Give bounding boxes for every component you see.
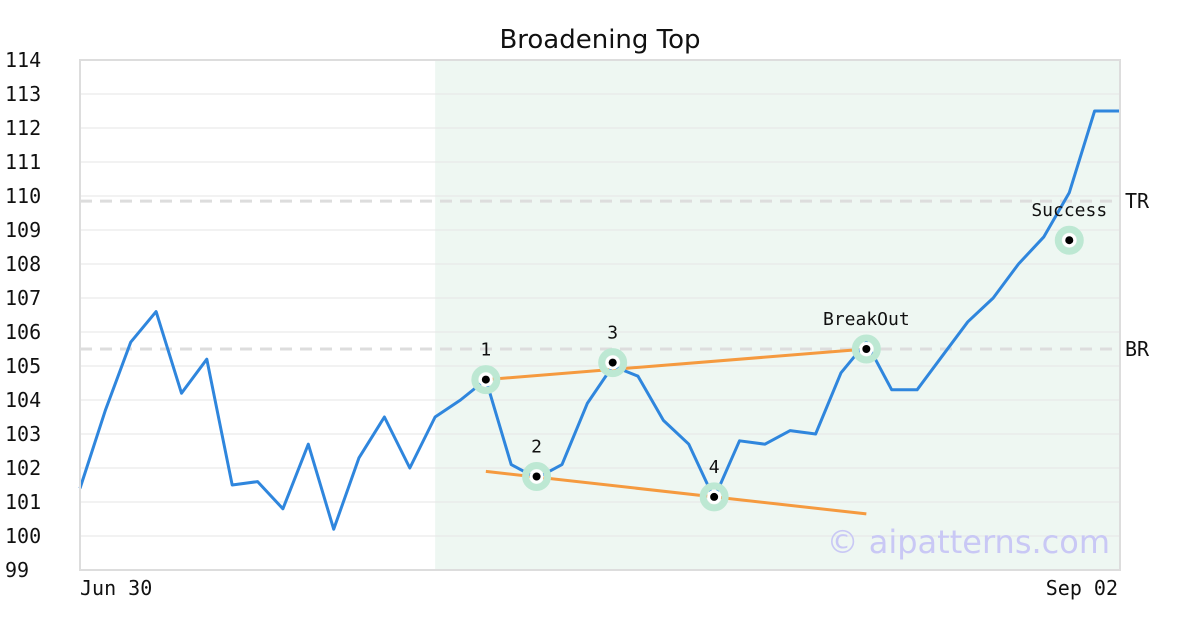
pattern-point-label: 3 [607,323,618,344]
highlight-layer [435,60,1120,570]
y-axis-ticks: 99 100 101 102 103 104 105 106 107 108 109 110 111 11… [5,48,41,582]
y-tick-label: 100 [5,524,41,548]
watermark: © aipatterns.com [827,523,1110,561]
y-tick-label: 103 [5,422,41,446]
pattern-point-label: 1 [480,340,491,361]
y-tick-label: 102 [5,456,41,480]
pattern-point-ring [522,462,552,491]
pattern-point-ring [851,334,881,364]
plot-frame [79,59,1121,571]
reference-label-tr: TR [1125,189,1150,213]
pattern-points: 1 2 3 4 BreakOut Success [471,200,1107,512]
pattern-point-ring [1054,225,1084,255]
pattern-point-label: 4 [709,457,720,478]
reference-label-br: BR [1125,337,1150,361]
pattern-point-marker [1065,236,1074,245]
pattern-point-label: Success [1031,200,1107,221]
y-tick-label: 105 [5,354,41,378]
y-tick-label: 101 [5,490,41,514]
pattern-point-label: 2 [531,437,542,458]
y-tick-label: 104 [5,388,41,412]
pattern-point-marker [481,375,490,384]
price-series-line [78,109,1120,531]
pattern-point-ring [598,348,628,378]
x-tick-label-end: Sep 02 [1046,576,1118,600]
y-tick-label: 99 [5,558,29,582]
trend-line-upper [485,347,867,382]
pattern-point-ring [471,365,501,395]
y-tick-label: 106 [5,320,41,344]
y-tick-label: 113 [5,82,41,106]
y-tick-label: 107 [5,286,41,310]
pattern-point-ring [699,482,729,512]
gridlines [80,59,1120,571]
pattern-point-marker [710,492,719,501]
chart-title: Broadening Top [499,25,700,55]
y-tick-label: 114 [5,48,41,72]
pattern-point-marker [608,358,617,367]
pattern-point-label: BreakOut [823,309,910,330]
y-tick-label: 112 [5,116,41,140]
y-tick-label: 110 [5,184,41,208]
y-tick-label: 111 [5,150,41,174]
pattern-region [435,60,1120,570]
pattern-point-marker [862,345,871,353]
x-tick-label-start: Jun 30 [80,576,152,600]
pattern-point-marker [532,472,541,481]
y-tick-label: 109 [5,218,41,242]
y-tick-label: 108 [5,252,41,276]
